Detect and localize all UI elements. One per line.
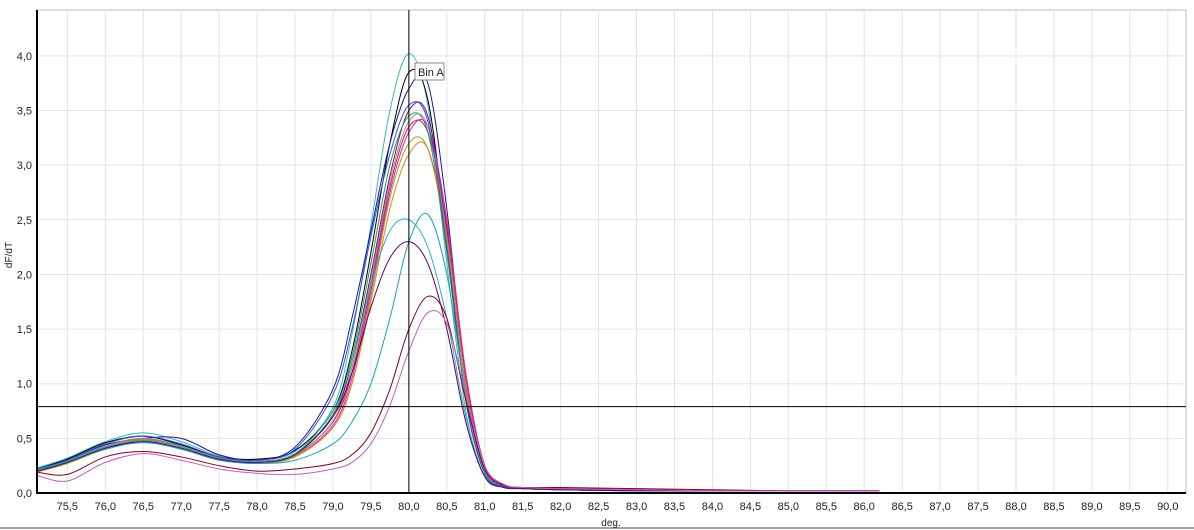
x-tick-label: 79,5 [360, 501, 381, 513]
x-tick-label: 83,0 [626, 501, 647, 513]
x-tick-label: 77,0 [170, 501, 191, 513]
x-tick-label: 86,5 [891, 501, 912, 513]
x-tick-label: 88,5 [1043, 501, 1064, 513]
x-tick-label: 78,0 [246, 501, 267, 513]
x-tick-label: 79,0 [322, 501, 343, 513]
x-tick-label: 90,0 [1157, 501, 1178, 513]
x-tick-label: 89,0 [1081, 501, 1102, 513]
y-tick-label: 1,0 [17, 379, 32, 391]
x-tick-label: 81,0 [474, 501, 495, 513]
y-tick-label: 0,5 [17, 433, 32, 445]
x-tick-label: 87,5 [967, 501, 988, 513]
y-tick-label: 3,5 [17, 106, 32, 118]
y-tick-label: 2,5 [17, 215, 32, 227]
y-tick-label: 1,5 [17, 324, 32, 336]
x-tick-label: 82,5 [588, 501, 609, 513]
y-tick-label: 4,0 [17, 51, 32, 63]
x-tick-label: 81,5 [512, 501, 533, 513]
y-tick-label: 2,0 [17, 269, 32, 281]
bin-label: Bin A [418, 67, 444, 79]
x-tick-label: 86,0 [854, 501, 875, 513]
x-tick-label: 83,5 [664, 501, 685, 513]
x-tick-label: 80,0 [398, 501, 419, 513]
bin-label-box[interactable]: Bin A [414, 62, 445, 81]
x-tick-label: 77,5 [208, 501, 229, 513]
x-tick-label: 76,5 [133, 501, 154, 513]
x-tick-label: 76,0 [95, 501, 116, 513]
y-tick-label: 3,0 [17, 160, 32, 172]
melt-curve [36, 241, 880, 492]
x-tick-label: 78,5 [284, 501, 305, 513]
y-axis-label: dF/dT [4, 242, 15, 268]
x-tick-label: 87,0 [929, 501, 950, 513]
tick-labels: 75,5 76,0 76,5 77,0 77,5 78,0 78,5 79,0 79,5 80,0… [17, 51, 1179, 513]
x-tick-label: 89,5 [1119, 501, 1140, 513]
x-tick-label: 85,5 [816, 501, 837, 513]
x-tick-label: 88,0 [1005, 501, 1026, 513]
x-tick-label: 85,0 [778, 501, 799, 513]
x-tick-label: 82,0 [550, 501, 571, 513]
axes [0, 10, 1194, 529]
x-tick-label: 84,5 [740, 501, 761, 513]
x-tick-label: 80,5 [436, 501, 457, 513]
gridlines [36, 9, 1187, 494]
x-axis-label: deg. [601, 518, 620, 529]
melt-curve [36, 310, 880, 492]
x-tick-label: 75,5 [57, 501, 78, 513]
y-tick-label: 0,0 [17, 488, 32, 500]
plot-area [36, 9, 1187, 494]
x-tick-label: 84,0 [702, 501, 723, 513]
